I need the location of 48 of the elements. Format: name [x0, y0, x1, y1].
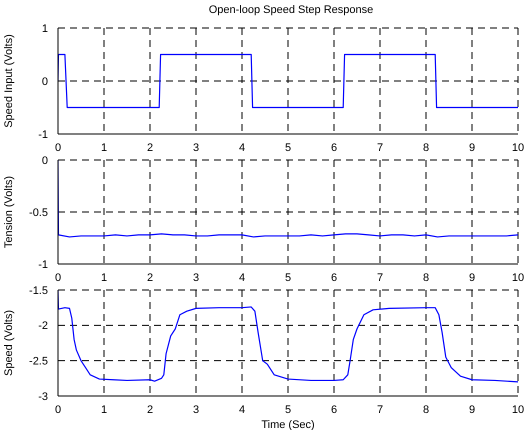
x-tick-label: 7: [376, 142, 384, 154]
x-tick-label: 9: [468, 272, 476, 284]
y-tick-label: -0.5: [29, 206, 48, 219]
y-tick-label: -1: [38, 128, 48, 141]
x-tick-label: 10: [512, 142, 524, 154]
x-tick-label: 10: [512, 272, 524, 284]
x-tick-label: 0: [54, 272, 62, 284]
x-tick-label: 4: [238, 142, 246, 154]
x-tick-label: 6: [330, 272, 338, 284]
y-tick-label: 0: [42, 154, 48, 167]
x-tick-label: 2: [146, 142, 154, 154]
x-tick-label: 2: [146, 404, 154, 416]
y-tick-label: -3: [38, 390, 48, 403]
x-tick-label: 9: [468, 142, 476, 154]
x-tick-label: 0: [54, 404, 62, 416]
y-axis-title: Speed (Volts): [2, 310, 15, 376]
y-tick-label: 0: [42, 76, 48, 88]
x-tick-label: 7: [376, 404, 384, 416]
x-tick-label: 2: [146, 272, 154, 284]
x-tick-label: 0: [54, 142, 62, 154]
y-tick-label: -1.5: [29, 284, 48, 297]
x-tick-label: 8: [422, 142, 430, 154]
x-tick-label: 3: [192, 404, 200, 416]
x-tick-label: 5: [284, 404, 292, 416]
x-tick-label: 7: [376, 272, 384, 284]
x-tick-label: 3: [192, 142, 200, 154]
x-tick-label: 9: [468, 404, 476, 416]
x-tick-label: 1: [100, 142, 108, 154]
y-tick-label: 1: [42, 22, 48, 35]
x-tick-label: 3: [192, 272, 200, 284]
x-tick-label: 6: [330, 404, 338, 416]
y-tick-label: -2.5: [29, 356, 48, 368]
chart-title: Open-loop Speed Step Response: [208, 4, 374, 16]
x-tick-label: 5: [284, 272, 292, 284]
y-axis-title: Tension (Volts): [2, 176, 15, 248]
x-tick-label: 10: [512, 404, 524, 416]
x-tick-label: 1: [100, 272, 108, 284]
x-tick-label: 5: [284, 142, 292, 154]
x-tick-label: 4: [238, 404, 246, 416]
x-tick-label: 1: [100, 404, 108, 416]
y-tick-label: -2: [38, 320, 48, 332]
x-tick-label: 8: [422, 404, 430, 416]
x-tick-label: 8: [422, 272, 430, 284]
x-tick-label: 4: [238, 272, 246, 284]
y-axis-title: Speed Input (Volts): [2, 34, 15, 128]
x-axis-title: Time (Sec): [261, 419, 315, 431]
y-tick-label: -1: [38, 258, 48, 271]
x-tick-label: 6: [330, 142, 338, 154]
